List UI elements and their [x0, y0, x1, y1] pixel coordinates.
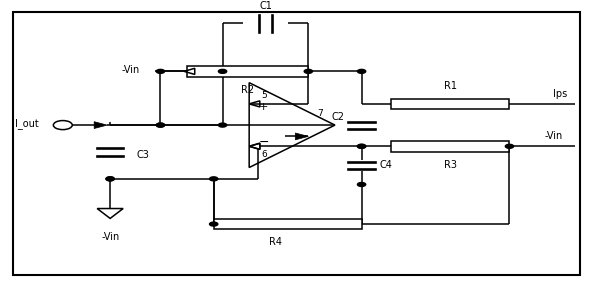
Circle shape: [505, 144, 514, 148]
Circle shape: [157, 123, 165, 127]
Circle shape: [358, 144, 366, 148]
Text: C1: C1: [259, 1, 272, 11]
Text: 7: 7: [317, 109, 323, 118]
Text: R3: R3: [444, 160, 457, 170]
Circle shape: [209, 222, 218, 226]
Circle shape: [218, 69, 227, 73]
Text: -Vin: -Vin: [122, 65, 140, 75]
Circle shape: [106, 177, 114, 181]
Bar: [213, 219, 362, 230]
Circle shape: [106, 177, 114, 181]
Text: U1B: U1B: [218, 66, 238, 76]
Text: 5: 5: [261, 92, 267, 100]
Circle shape: [358, 69, 366, 73]
Text: C2: C2: [331, 112, 345, 122]
Text: Ips: Ips: [553, 89, 567, 99]
Circle shape: [304, 69, 313, 73]
Text: C4: C4: [380, 160, 393, 170]
Text: R2: R2: [241, 85, 254, 95]
Text: -Vin: -Vin: [545, 131, 563, 141]
Circle shape: [209, 177, 218, 181]
Circle shape: [218, 123, 227, 127]
Bar: [391, 98, 509, 109]
Circle shape: [157, 123, 165, 127]
Polygon shape: [94, 122, 107, 129]
Text: C3: C3: [136, 150, 149, 160]
Text: I_out: I_out: [15, 118, 39, 129]
Text: -Vin: -Vin: [101, 232, 119, 242]
Polygon shape: [295, 133, 308, 140]
Circle shape: [358, 144, 366, 148]
Text: −: −: [259, 136, 269, 150]
Text: 6: 6: [261, 150, 267, 159]
Circle shape: [358, 183, 366, 187]
Text: R1: R1: [444, 81, 457, 91]
Text: R4: R4: [269, 237, 282, 247]
Circle shape: [157, 69, 165, 73]
Bar: [391, 141, 509, 152]
Text: +: +: [259, 102, 269, 112]
Bar: [187, 66, 308, 77]
